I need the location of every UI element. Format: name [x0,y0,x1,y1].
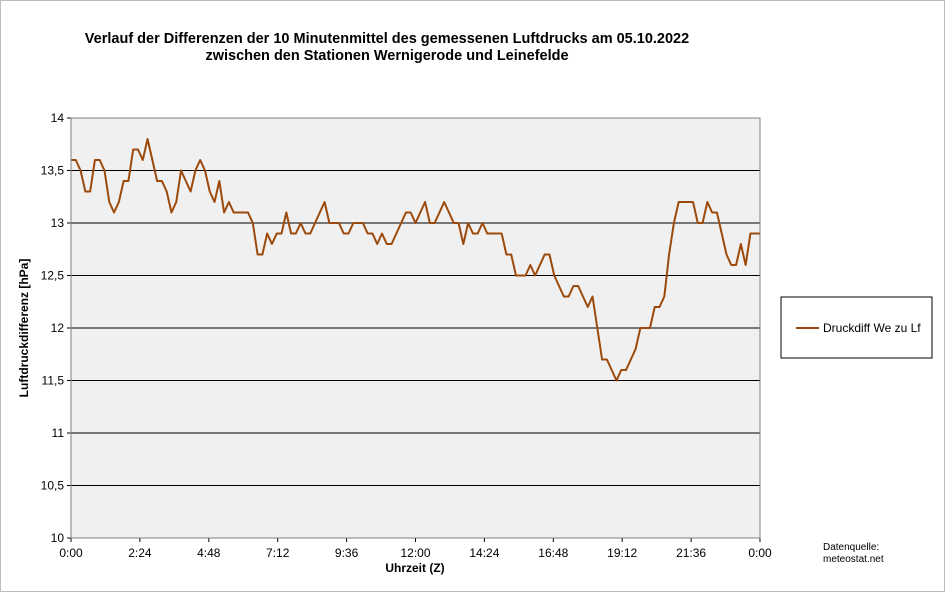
series-layer [71,138,760,382]
x-tick-label: 16:48 [538,546,568,560]
y-tick-label: 12,5 [41,269,65,283]
y-tick-label: 12 [51,321,65,335]
x-tick-label: 12:00 [400,546,430,560]
x-tick-label: 0:00 [748,546,772,560]
x-tick-label: 14:24 [469,546,499,560]
x-tick-label: 2:24 [128,546,152,560]
legend: Druckdiff We zu Lf [780,296,933,359]
y-tick-label: 10,5 [41,479,65,493]
y-tick-label: 13 [51,216,65,230]
x-tick-label: 4:48 [197,546,221,560]
x-tick-label: 7:12 [266,546,290,560]
y-axis-label: Luftdruckdifferenz [hPa] [17,259,31,398]
source-value: meteostat.net [823,554,884,565]
y-tick-label: 11,5 [42,374,65,388]
x-axis-label: Uhrzeit (Z) [385,561,444,575]
legend-entry: Druckdiff We zu Lf [823,321,921,335]
series-line [71,138,760,382]
chart-title: Verlauf der Differenzen der 10 Minutenmi… [85,31,689,47]
plot-border [70,117,761,539]
y-tick-label: 11 [52,426,65,440]
y-axis-ticks: 10 10,5 11 11,5 12 12,5 13 13,5 14 [41,111,71,545]
x-tick-label: 19:12 [607,546,637,560]
y-tick-label: 13,5 [41,164,65,178]
x-tick-label: 0:00 [59,546,83,560]
x-tick-label: 21:36 [676,546,706,560]
x-tick-label: 9:36 [335,546,359,560]
chart-subtitle: zwischen den Stationen Wernigerode und L… [205,48,568,64]
y-tick-label: 14 [51,111,65,125]
source-label: Datenquelle: [823,542,879,553]
x-axis-ticks: 0:00 2:24 4:48 7:12 9:36 12:00 14:24 16:48 19:12… [59,538,772,560]
y-tick-label: 10 [51,531,65,545]
